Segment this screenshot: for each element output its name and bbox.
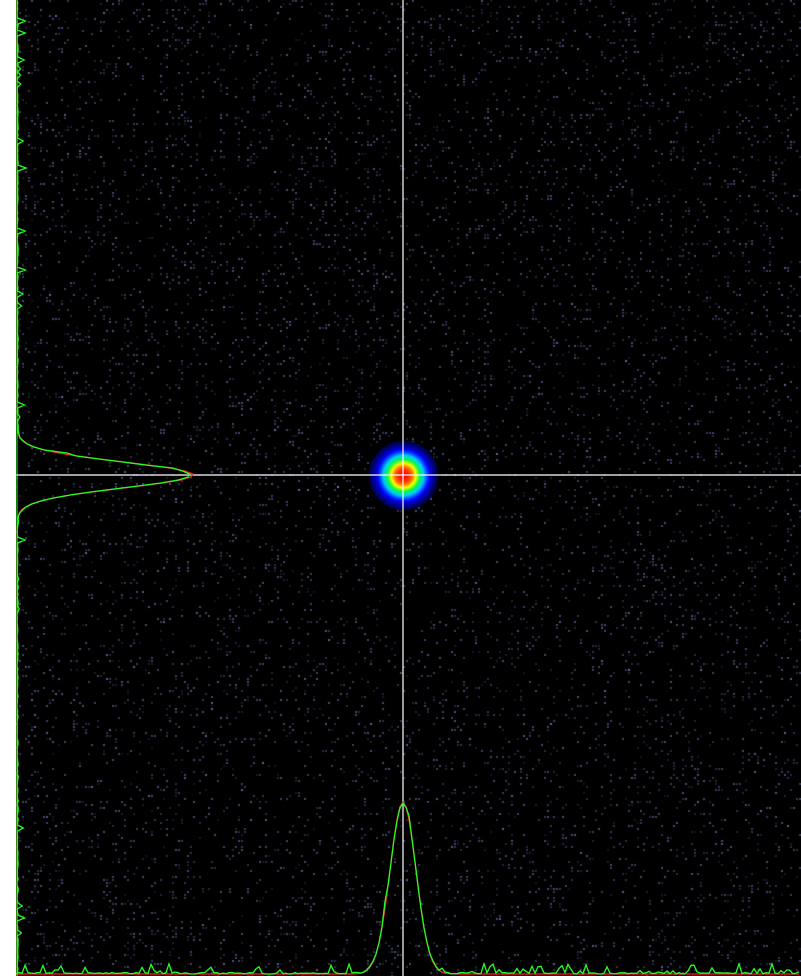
beam-intensity-image[interactable]: [16, 0, 801, 976]
